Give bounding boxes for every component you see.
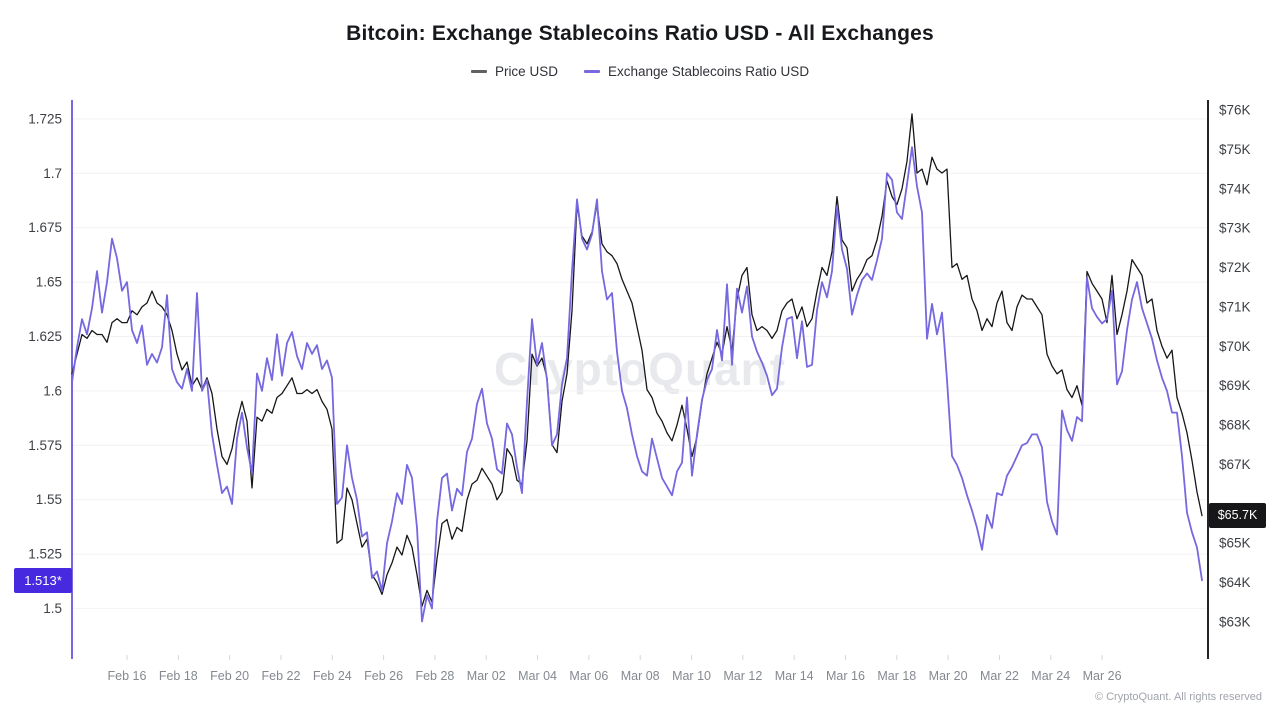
left-axis-tick-label: 1.675: [28, 220, 62, 235]
right-axis-tick-label: $69K: [1219, 378, 1251, 393]
x-axis-tick-label: Feb 24: [313, 669, 352, 683]
x-axis-tick-label: Feb 28: [415, 669, 454, 683]
x-axis-tick-label: Feb 26: [364, 669, 403, 683]
chart-title: Bitcoin: Exchange Stablecoins Ratio USD …: [346, 22, 934, 45]
series-line-price-usd: [71, 113, 1203, 607]
right-axis-tick-label: $71K: [1219, 299, 1251, 314]
left-axis-tick-label: 1.6: [43, 383, 62, 398]
right-axis-tick-label: $76K: [1219, 103, 1251, 118]
x-axis-tick-label: Mar 26: [1083, 669, 1122, 683]
x-axis-tick-label: Mar 14: [775, 669, 814, 683]
right-axis-tick-label: $64K: [1219, 575, 1251, 590]
right-axis-tick-label: $73K: [1219, 221, 1251, 236]
last-price-value-badge: $65.7K: [1209, 503, 1266, 528]
legend-label-price-usd: Price USD: [494, 64, 558, 79]
x-axis-tick-label: Mar 06: [569, 669, 608, 683]
left-axis-tick-label: 1.65: [36, 275, 62, 290]
left-axis-tick-label: 1.625: [28, 329, 62, 344]
series-line-stablecoins-ratio: [71, 146, 1203, 623]
left-axis-tick-label: 1.55: [36, 492, 62, 507]
left-axis-tick-label: 1.525: [28, 547, 62, 562]
right-axis-tick-label: $74K: [1219, 181, 1251, 196]
right-axis-tick-label: $70K: [1219, 339, 1251, 354]
x-axis-tick-label: Mar 08: [621, 669, 660, 683]
left-axis-tick-label: 1.5: [43, 601, 62, 616]
x-axis-tick-label: Mar 18: [877, 669, 916, 683]
right-axis-tick-label: $65K: [1219, 536, 1251, 551]
right-axis-tick-label: $72K: [1219, 260, 1251, 275]
copyright-notice: © CryptoQuant. All rights reserved: [1094, 691, 1262, 703]
right-axis-tick-label: $63K: [1219, 614, 1251, 629]
x-axis-tick-label: Feb 16: [108, 669, 147, 683]
x-axis-tick-label: Mar 24: [1031, 669, 1070, 683]
left-axis-tick-label: 1.7: [43, 166, 62, 181]
legend-item-stablecoins-ratio[interactable]: Exchange Stablecoins Ratio USD: [583, 64, 810, 79]
x-axis-tick-label: Mar 12: [723, 669, 762, 683]
x-axis-tick-label: Mar 10: [672, 669, 711, 683]
right-axis-tick-label: $75K: [1219, 142, 1251, 157]
chart-legend: Price USD Exchange Stablecoins Ratio USD: [0, 64, 1280, 79]
x-axis-tick-label: Mar 16: [826, 669, 865, 683]
last-ratio-value-badge: 1.513*: [14, 568, 72, 593]
x-axis-tick-label: Feb 22: [261, 669, 300, 683]
x-axis-tick-label: Mar 02: [467, 669, 506, 683]
legend-item-price-usd[interactable]: Price USD: [470, 64, 558, 79]
x-axis-tick-label: Feb 18: [159, 669, 198, 683]
stablecoins-ratio-line-swatch-icon: [583, 70, 600, 73]
x-axis-tick-label: Mar 22: [980, 669, 1019, 683]
x-axis-tick-label: Mar 04: [518, 669, 557, 683]
legend-label-stablecoins-ratio: Exchange Stablecoins Ratio USD: [607, 64, 810, 79]
left-axis-tick-label: 1.575: [28, 438, 62, 453]
left-axis-tick-label: 1.725: [28, 111, 62, 126]
right-axis-tick-label: $67K: [1219, 457, 1251, 472]
right-axis-tick-label: $68K: [1219, 418, 1251, 433]
price-usd-line-swatch-icon: [470, 70, 487, 73]
x-axis-tick-label: Feb 20: [210, 669, 249, 683]
x-axis-tick-label: Mar 20: [929, 669, 968, 683]
